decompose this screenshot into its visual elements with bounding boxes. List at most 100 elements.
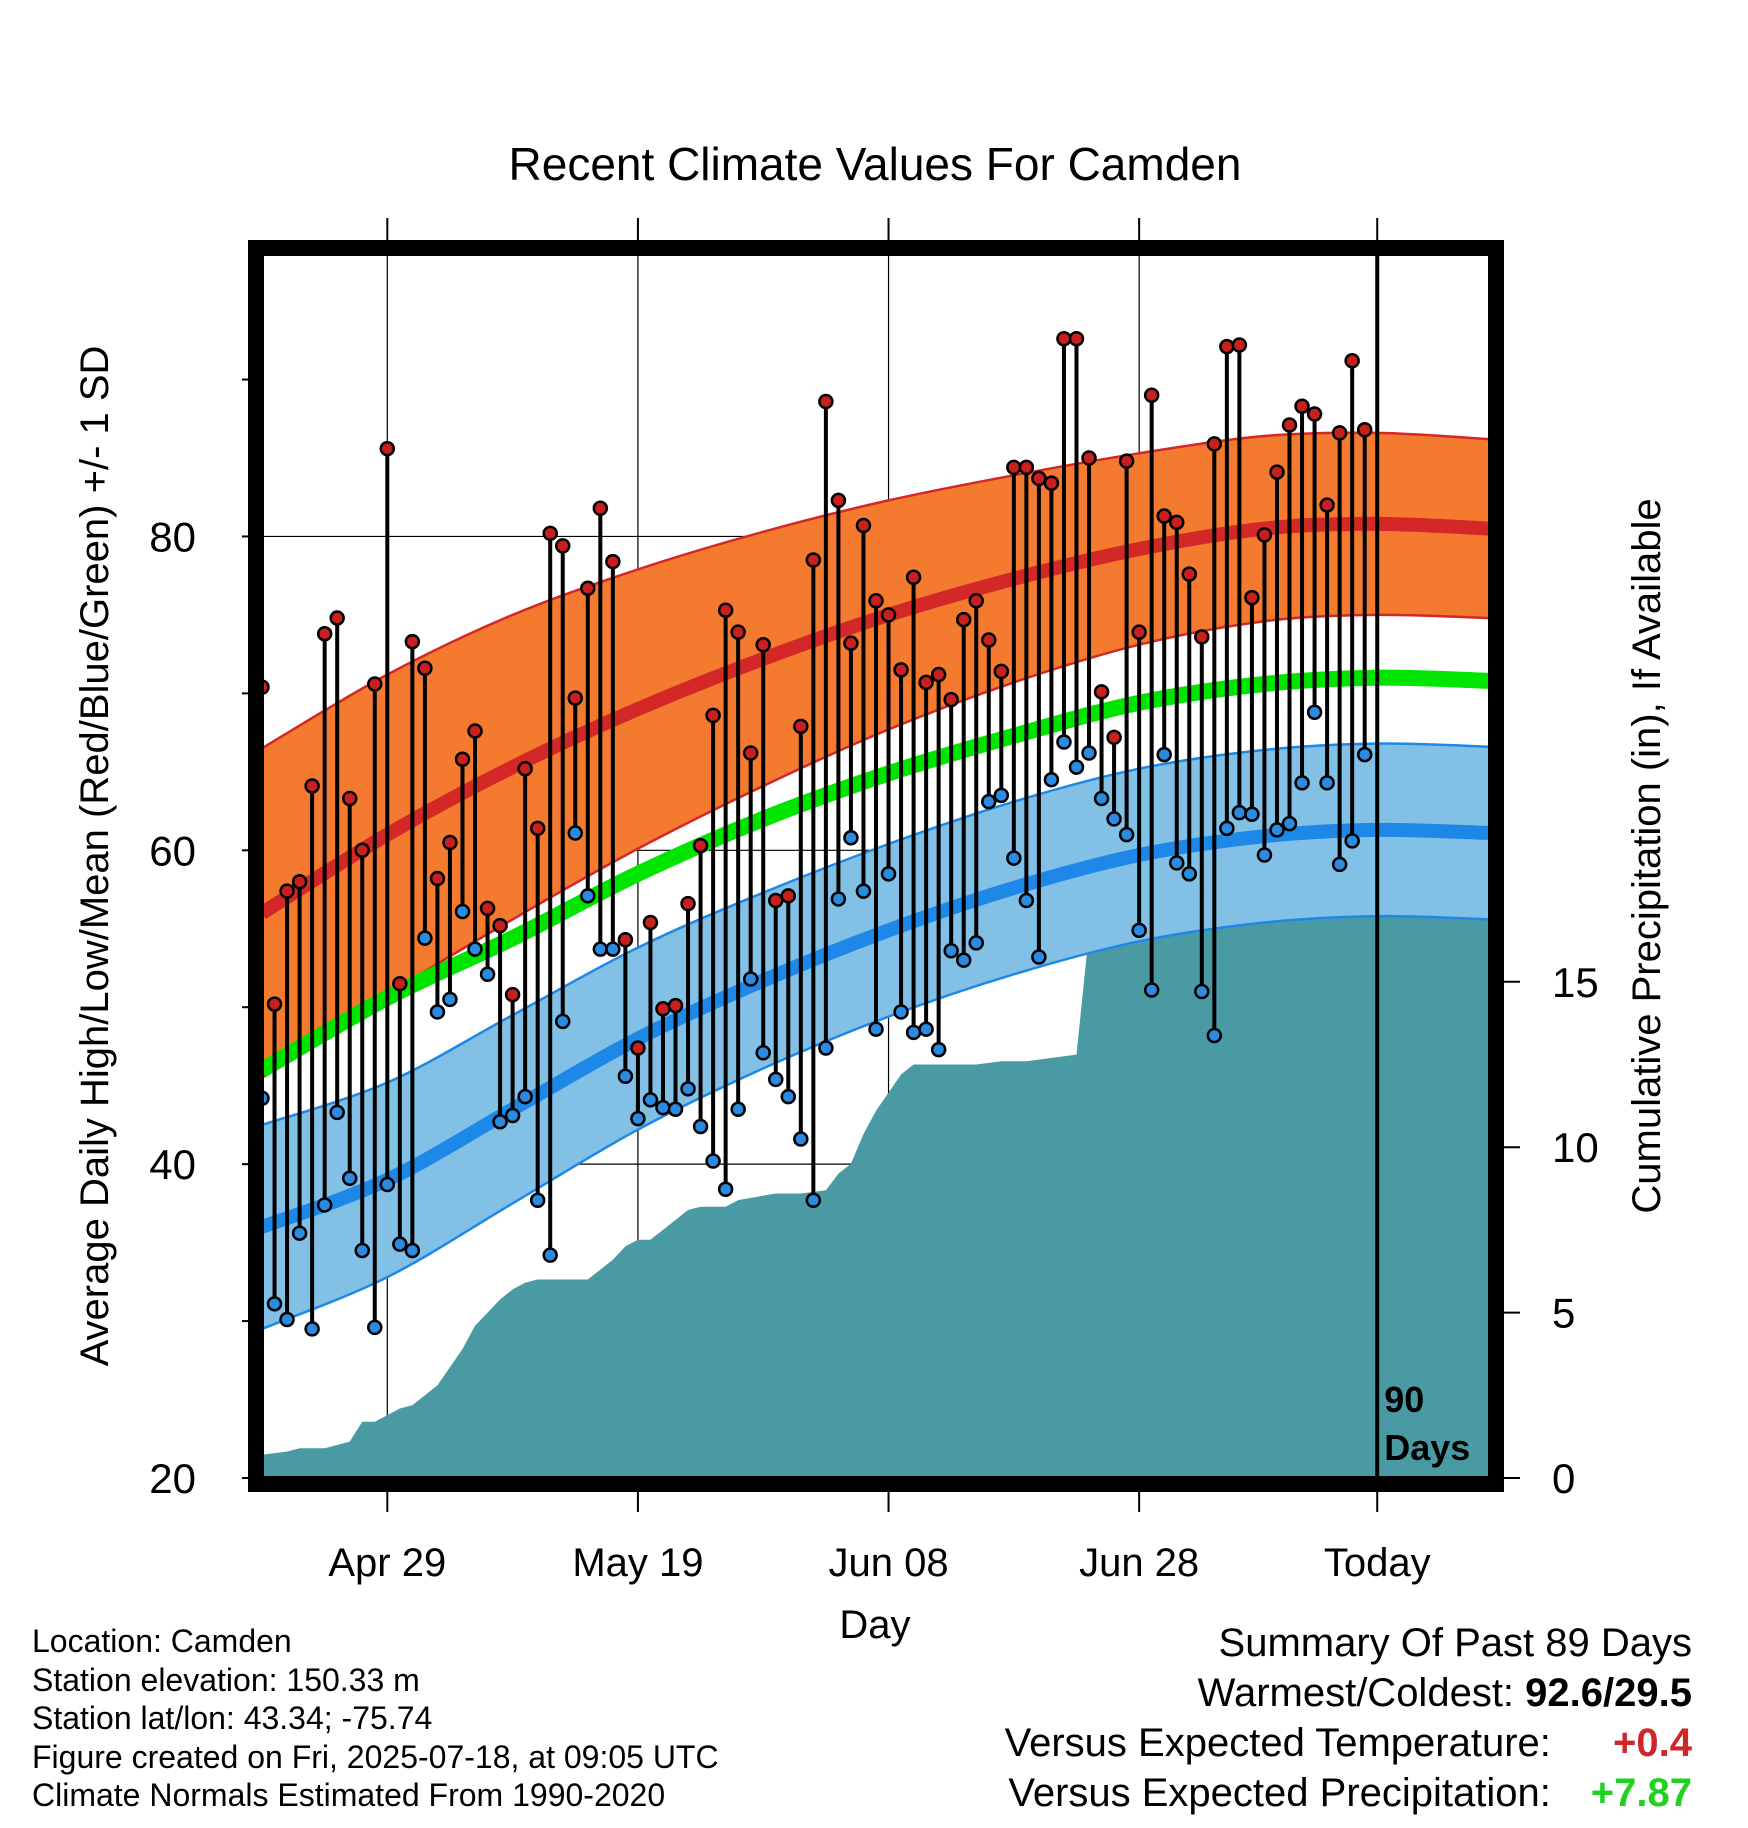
daily-low-point [529,1192,546,1208]
x-tick-label: Apr 29 [328,1541,446,1585]
daily-high-point [1294,398,1310,414]
daily-low-point [379,1176,396,1193]
daily-low-point [592,941,609,957]
daily-low-point [630,1110,646,1127]
daily-low-point [717,1181,734,1198]
today-label-number: 90 [1384,1379,1424,1420]
daily-low-point [1118,826,1135,843]
daily-low-point [429,1004,446,1020]
daily-low-point [793,1131,809,1147]
daily-high-point [780,888,797,904]
daily-low-point [517,1088,533,1105]
daily-low-point [905,1024,922,1041]
daily-low-point [943,942,959,959]
daily-high-point [492,917,508,934]
chart-title: Recent Climate Values For Camden [509,138,1242,190]
y2-axis-label: Cumulative Precipitation (in), If Availa… [1625,498,1669,1213]
daily-low-point [918,1021,934,1037]
daily-high-point [692,837,709,854]
axes: 20 40 60 80 0 5 10 15 Apr 29 May 19 Jun 08 Jun 28 To… [149,218,1599,1585]
daily-high-point [755,636,771,653]
daily-low-point [680,1081,696,1097]
daily-high-point [567,690,584,706]
daily-high-point [279,883,295,899]
daily-low-point [341,1170,358,1187]
daily-high-point [442,834,458,851]
daily-low-point [504,1107,521,1124]
daily-low-point [1181,866,1198,882]
daily-low-point [1319,775,1335,791]
daily-low-point [755,1044,771,1061]
daily-low-point [605,941,621,957]
daily-high-point [655,1001,671,1017]
daily-high-point [968,593,984,609]
daily-low-point [1018,892,1035,909]
daily-low-point [843,830,859,846]
daily-low-point [868,1021,884,1037]
daily-low-point [454,903,471,920]
daily-high-point [266,996,283,1012]
daily-high-point [367,676,383,692]
daily-low-point [467,941,483,957]
daily-high-point [1269,464,1285,480]
daily-high-point [454,751,471,768]
warm-cold-label: Warmest/Coldest: [1197,1671,1515,1715]
high-lower-edge [262,613,1490,1079]
daily-high-point [893,662,909,678]
daily-low-point [279,1311,295,1328]
daily-low-point [1344,833,1360,849]
x-tick-label: May 19 [572,1541,703,1585]
daily-low-point [968,935,984,951]
daily-high-point [291,873,308,890]
daily-low-point [442,991,458,1008]
x-tick-label: Jun 08 [828,1541,948,1585]
daily-high-point [1194,629,1210,645]
daily-low-point [304,1321,320,1337]
daily-low-point [1068,759,1085,775]
daily-low-point [1081,745,1097,761]
normal-mean-line [262,669,1490,1077]
daily-high-point [1206,436,1223,452]
daily-low-point [367,1319,383,1336]
daily-low-point [805,1192,822,1208]
daily-low-point [266,1296,283,1312]
daily-low-point [1194,983,1210,1000]
low-lower-edge [262,914,1490,1331]
daily-high-point [429,870,446,887]
normal-low-line [262,822,1490,1234]
daily-high-point [730,624,746,640]
daily-high-point [1056,330,1072,347]
daily-low-point [1106,811,1122,827]
daily-high-point [1231,337,1248,353]
daily-high-point [930,666,947,683]
normals-text: Climate Normals Estimated From 1990-2020 [32,1777,666,1813]
daily-low-point [580,888,596,904]
daily-low-point [1131,922,1147,939]
daily-high-point [805,552,822,568]
y2-tick-label: 0 [1552,1455,1575,1502]
daily-low-point [780,1088,797,1105]
daily-low-point [1231,804,1248,821]
daily-low-point [642,1092,659,1108]
daily-high-point [830,492,847,509]
daily-high-point [993,663,1010,680]
daily-high-point [868,593,884,609]
daily-low-point [1356,746,1373,763]
summary-panel: Summary Of Past 89 Days Warmest/Coldest:… [1005,1618,1692,1818]
daily-low-point [855,883,872,899]
x-axis-label: Day [839,1603,910,1647]
daily-high-point [1319,497,1335,513]
temp-row: Versus Expected Temperature: +0.4 [1005,1718,1692,1768]
daily-high-point [855,517,872,534]
daily-high-point [642,914,659,931]
daily-high-point [793,718,809,735]
daily-high-point [1081,450,1097,466]
daily-low-point [1219,820,1235,837]
daily-high-point [943,691,959,708]
daily-low-point [880,866,897,882]
daily-high-point [542,525,558,542]
daily-low-point [1256,847,1273,863]
daily-high-point [341,790,358,807]
daily-high-point [1093,684,1110,700]
daily-high-point [1031,470,1047,487]
